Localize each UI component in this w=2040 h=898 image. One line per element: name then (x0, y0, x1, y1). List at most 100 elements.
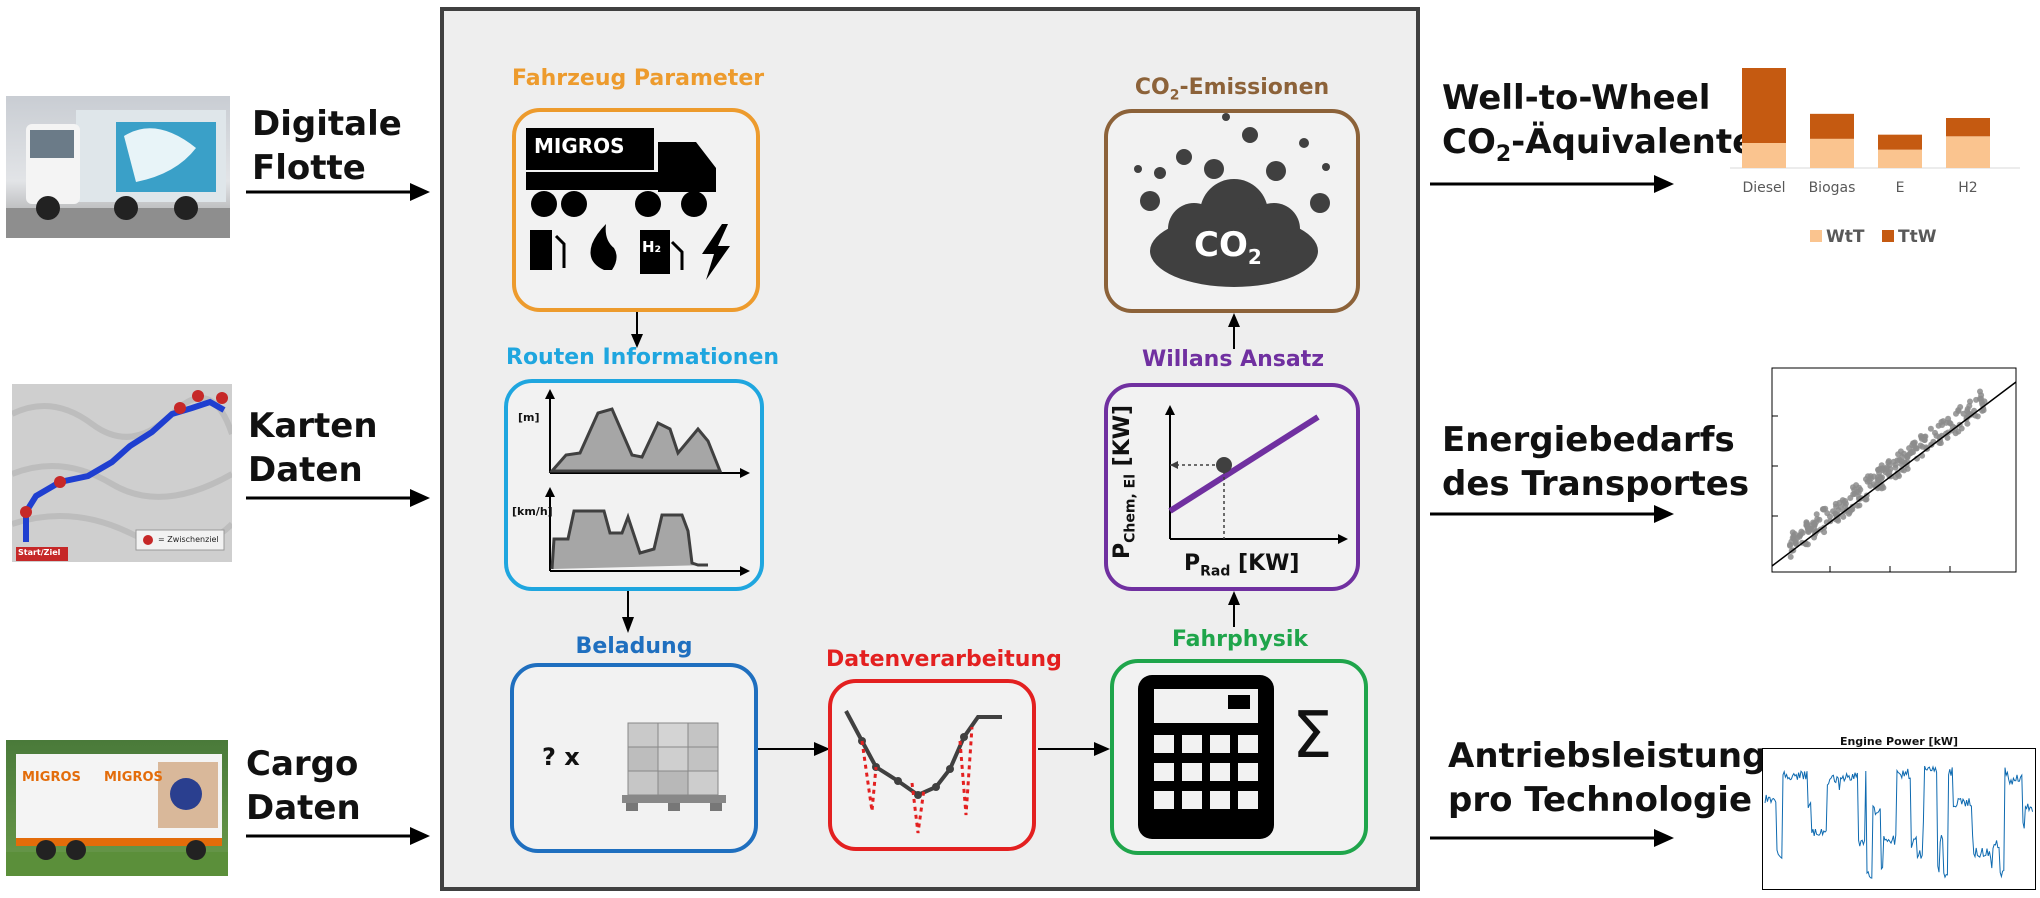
output-antrieb-line2: pro Technologie (1448, 780, 1753, 820)
scatter-point (1898, 466, 1905, 473)
fahrzeug-title: Fahrzeug Parameter (512, 66, 765, 91)
arrow-digitale (246, 183, 430, 201)
routen-title: Routen Informationen (506, 345, 780, 370)
scatter-point (1813, 511, 1820, 518)
scatter-point (1976, 395, 1983, 402)
scatter-point (1798, 528, 1805, 535)
scatter-point (1827, 513, 1833, 520)
map-start-label: Start/Ziel (18, 548, 61, 557)
scatter-point (1842, 498, 1849, 504)
arrow-energie (1430, 505, 1674, 523)
co2-title: CO2-Emissionen (1104, 75, 1360, 103)
willans-x-axis-label: PRad [KW] (1184, 551, 1299, 579)
energie-scatter-chart (1771, 367, 2017, 573)
co2-title-sub: 2 (1169, 87, 1180, 104)
co2-title-pre: CO (1134, 75, 1170, 100)
co2-title-post: -Emissionen (1179, 75, 1330, 100)
scatter-point (1899, 453, 1906, 460)
scatter-point (1885, 459, 1892, 466)
scatter-point (1892, 464, 1899, 471)
scatter-point (1939, 422, 1946, 428)
output-wtw-line2-pre: CO (1442, 122, 1496, 162)
scatter-point (1835, 517, 1842, 524)
fuel-pump-icon (526, 226, 562, 274)
scatter-point (1837, 504, 1844, 511)
scatter-point (1967, 398, 1973, 405)
routen-unit-bottom: [km/h] (512, 505, 553, 518)
output-wtw-line2-post: -Äquivalente (1511, 122, 1756, 162)
input-cargo-line2: Daten (246, 788, 361, 828)
scatter-point (1832, 510, 1839, 517)
output-wtw-line1: Well-to-Wheel (1442, 78, 1711, 118)
scatter-point (1964, 406, 1971, 412)
beladung-box: ? x (510, 663, 758, 853)
cargo-truck-photo: MIGROS MIGROS (6, 740, 228, 876)
scatter-point (1927, 425, 1934, 432)
bar-category-label: Biogas (1809, 180, 1856, 196)
co2-cloud-icon (1134, 113, 1330, 287)
scatter-point (1856, 502, 1863, 509)
scatter-point (1805, 529, 1812, 535)
arrow-karten (246, 489, 430, 507)
scatter-point (1864, 478, 1871, 485)
arrow-antrieb (1430, 829, 1674, 847)
input-digitale-line1: Digitale (252, 104, 402, 144)
scatter-point (1880, 467, 1886, 474)
bar-wtt (1946, 136, 1990, 168)
arrow-fahrphysik-willans (1228, 591, 1240, 627)
scatter-point (1921, 437, 1928, 443)
output-energie-line2: des Transportes (1442, 464, 1750, 504)
legend-ttw-swatch (1882, 230, 1894, 242)
bar-wtt (1810, 138, 1854, 168)
bar-wtt (1878, 149, 1922, 168)
engine-power-plot (1764, 765, 2034, 879)
bar-ttw (1946, 118, 1990, 137)
willans-y-p: P (1110, 542, 1135, 559)
willans-y-unit: [KW] (1110, 404, 1135, 467)
engine-power-title: Engine Power [kW] (1839, 735, 1959, 748)
scatter-point (1787, 541, 1793, 548)
bar-ttw (1878, 134, 1922, 150)
willans-box: PChem, El [KW] PRad [KW] (1104, 383, 1360, 591)
bar-ttw (1742, 68, 1786, 143)
lightning-icon (694, 221, 726, 277)
scatter-point (1870, 473, 1877, 480)
map-via-label: = Zwischenziel (158, 535, 219, 544)
output-antrieb-line1: Antriebsleistung (1448, 736, 1767, 776)
arrow-daten-fahrphysik (1038, 742, 1110, 756)
willans-y-sub: Chem, El (1122, 473, 1139, 543)
scatter-point (1980, 407, 1987, 414)
scatter-point (1813, 528, 1820, 535)
legend-wtt-swatch (1810, 230, 1822, 242)
willans-x-unit: [KW] (1238, 551, 1300, 576)
arrow-willans-co2 (1228, 313, 1240, 349)
arrow-routen-beladung (622, 591, 634, 633)
fahrphysik-title: Fahrphysik (1171, 627, 1309, 652)
scatter-point (1946, 419, 1953, 426)
scatter-point (1977, 388, 1983, 395)
scatter-point (1845, 510, 1852, 517)
input-karten-line2: Daten (248, 450, 363, 490)
scatter-point (1813, 519, 1819, 526)
engine-power-series-line (1764, 765, 2034, 879)
output-energie-line1: Energiebedarfs (1442, 420, 1735, 460)
scatter-point (1820, 506, 1827, 512)
bar-wtt (1742, 143, 1786, 168)
beladung-title: Beladung (575, 634, 693, 659)
scatter-point (1832, 500, 1839, 507)
beladung-text: ? x (542, 743, 580, 771)
scatter-point (1789, 529, 1796, 536)
scatter-point (1913, 445, 1920, 452)
calculator-icon (1138, 675, 1274, 839)
input-cargo-line1: Cargo (246, 744, 359, 784)
willans-y-axis-label: PChem, El [KW] (1110, 405, 1138, 559)
flame-icon (582, 221, 618, 273)
scatter-point (1964, 420, 1971, 427)
output-wtw-line2: CO2-Äquivalente (1442, 120, 1755, 177)
scatter-point (1910, 449, 1916, 456)
scatter-point (1803, 522, 1810, 529)
scatter-point (1890, 458, 1897, 465)
scatter-point (1850, 491, 1857, 498)
scatter-point (1892, 474, 1899, 481)
daten-title: Datenverarbeitung (826, 647, 1062, 672)
